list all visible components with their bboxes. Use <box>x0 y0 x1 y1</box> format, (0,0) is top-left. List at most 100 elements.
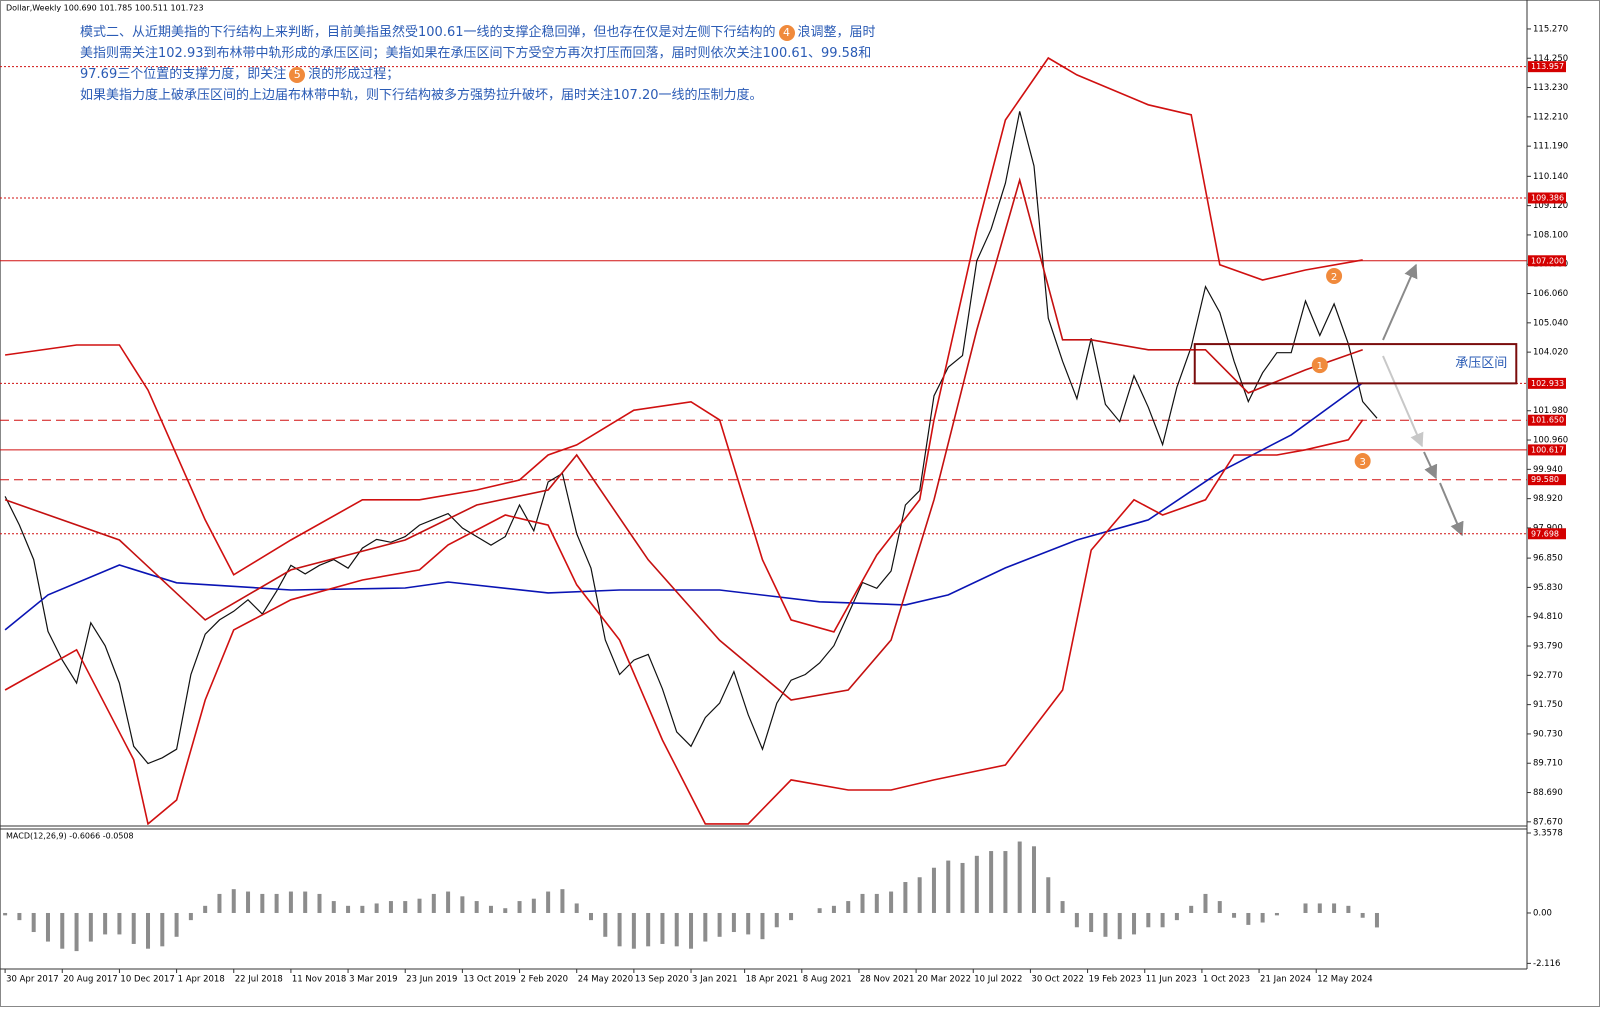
macd-bar <box>131 912 136 944</box>
chart-title: Dollar,Weekly 100.690 101.785 100.511 10… <box>6 4 204 13</box>
macd-bar <box>88 912 93 942</box>
macd-bar <box>60 912 65 949</box>
macd-bar <box>3 912 8 916</box>
level-label: 100.617 <box>1531 445 1564 454</box>
series-line <box>4 111 1378 765</box>
macd-bar <box>517 901 522 913</box>
macd-bar <box>360 905 365 913</box>
macd-bar <box>274 893 279 913</box>
macd-bar <box>1003 851 1008 913</box>
x-tick-label: 18 Apr 2021 <box>746 975 799 985</box>
macd-bar <box>1246 912 1251 925</box>
x-tick-label: 21 Jan 2024 <box>1260 975 1311 985</box>
wave-marker-label: 1 <box>1317 361 1323 372</box>
analysis-notes: 模式二、从近期美指的下行结构上来判断，目前美指虽然受100.61一线的支撑企稳回… <box>80 22 876 106</box>
macd-bar <box>31 912 36 933</box>
macd-bar <box>74 912 79 952</box>
y-tick-label: 88.690 <box>1533 788 1563 798</box>
macd-bar <box>1317 903 1322 913</box>
arrow-up <box>1382 263 1418 341</box>
macd-bar <box>760 912 765 940</box>
macd-bar <box>1146 912 1151 928</box>
macd-bar <box>1089 912 1094 933</box>
y-tick-label: 110.140 <box>1533 172 1568 182</box>
note-text: 美指则需关注102.93到布林带中轨形成的承压区间；美指如果在承压区间下方受空方… <box>80 46 872 61</box>
note-line: 如果美指力度上破承压区间的上边届布林带中轨，则下行结构被多方强势拉升破坏，届时关… <box>80 85 876 106</box>
arrow-down <box>1382 355 1424 448</box>
y-tick-label: 114.250 <box>1533 54 1568 64</box>
macd-bar <box>431 893 436 913</box>
macd-bar <box>1189 905 1194 913</box>
macd-bar <box>117 912 122 935</box>
macd-bar <box>717 912 722 937</box>
macd-bar <box>260 893 265 913</box>
macd-bar <box>1303 903 1308 913</box>
y-tick-label: 0.00 <box>1533 908 1552 918</box>
note-text: 浪的形成过程； <box>308 67 400 82</box>
level-label-box <box>1528 61 1566 73</box>
macd-bar <box>1132 912 1137 935</box>
macd-bar <box>203 905 208 913</box>
macd-bar <box>488 905 493 913</box>
x-tick-label: 10 Jul 2022 <box>974 975 1022 985</box>
series-line <box>4 419 1364 825</box>
macd-bar <box>674 912 679 947</box>
y-tick-label: 93.790 <box>1533 642 1563 652</box>
wave-badge: 4 <box>778 25 795 41</box>
arrow-down <box>1439 482 1464 537</box>
x-tick-label: 1 Apr 2018 <box>178 975 225 985</box>
macd-bar <box>974 855 979 913</box>
macd-bar <box>989 851 994 913</box>
macd-bar <box>374 903 379 913</box>
macd-bar <box>1360 912 1365 918</box>
y-tick-label: 98.920 <box>1533 494 1563 504</box>
macd-bar <box>146 912 151 949</box>
macd-bar <box>746 912 751 935</box>
macd-bar <box>874 893 879 913</box>
macd-bar <box>460 896 465 913</box>
y-tick-label: 91.750 <box>1533 700 1563 710</box>
x-tick-label: 8 Aug 2021 <box>803 975 852 985</box>
macd-bar <box>931 867 936 913</box>
x-tick-label: 19 Feb 2023 <box>1089 975 1142 985</box>
macd-bar <box>889 891 894 913</box>
x-tick-label: 12 May 2024 <box>1317 975 1372 985</box>
wave-marker <box>1311 357 1328 374</box>
level-label: 109.386 <box>1531 193 1564 202</box>
x-tick-label: 30 Oct 2022 <box>1031 975 1084 985</box>
arrow-down <box>1423 451 1438 480</box>
macd-bar <box>188 912 193 921</box>
pressure-zone <box>1193 343 1518 385</box>
macd-bar <box>1232 912 1237 918</box>
macd-bar <box>346 905 351 913</box>
y-tick-label: 92.770 <box>1533 671 1563 681</box>
level-label-box <box>1528 192 1566 204</box>
macd-bar <box>1074 912 1079 928</box>
macd-bar <box>560 889 565 913</box>
series-line <box>4 382 1364 631</box>
level-label: 113.957 <box>1531 62 1564 71</box>
x-tick-label: 28 Nov 2021 <box>860 975 914 985</box>
note-line: 模式二、从近期美指的下行结构上来判断，目前美指虽然受100.61一线的支撑企稳回… <box>80 22 876 43</box>
macd-bar <box>231 889 236 913</box>
macd-bar <box>631 912 636 949</box>
note-text: 如果美指力度上破承压区间的上边届布林带中轨，则下行结构被多方强势拉升破坏，届时关… <box>80 88 763 103</box>
macd-bar <box>303 891 308 913</box>
macd-bar <box>646 912 651 947</box>
macd-bar <box>103 912 108 935</box>
x-tick-label: 1 Oct 2023 <box>1203 975 1250 985</box>
macd-bar <box>1017 841 1022 913</box>
y-tick-label: 112.210 <box>1533 112 1568 122</box>
level-label-box <box>1528 377 1566 389</box>
wave-badge: 5 <box>289 67 306 83</box>
x-tick-label: 10 Dec 2017 <box>120 975 174 985</box>
macd-bar <box>546 891 551 913</box>
macd-bar <box>946 860 951 913</box>
macd-bar <box>960 862 965 913</box>
arrows <box>1382 263 1464 537</box>
macd-bar <box>1117 912 1122 940</box>
macd-bar <box>403 901 408 913</box>
